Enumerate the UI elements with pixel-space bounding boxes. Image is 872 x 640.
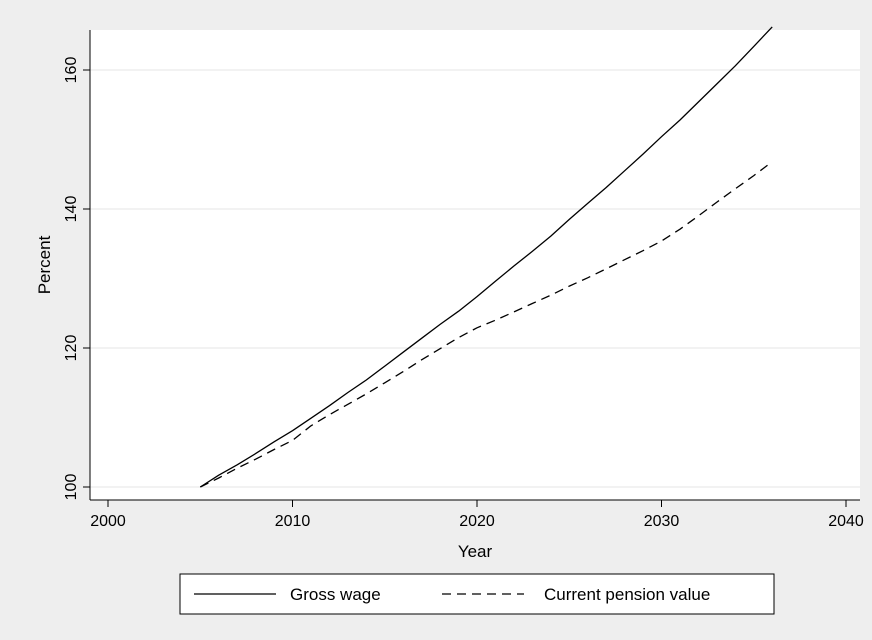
- x-tick-label-2020: 2020: [459, 513, 495, 530]
- axes: [89, 30, 860, 501]
- series-line-current-pension-value: [200, 161, 773, 488]
- plot-area: [90, 30, 860, 500]
- legend-items: Gross wage Current pension value: [194, 585, 710, 604]
- y-tick-label-120: 120: [63, 335, 80, 362]
- y-axis-title: Percent: [35, 235, 54, 294]
- legend-label-current-pension-value: Current pension value: [544, 585, 710, 604]
- x-axis-title: Year: [458, 542, 493, 561]
- x-tick-label-2000: 2000: [90, 513, 126, 530]
- series-line-gross-wage: [199, 26, 773, 488]
- x-tick-label-2010: 2010: [275, 513, 311, 530]
- legend: Gross wage Current pension value: [179, 573, 775, 615]
- x-tick-label-2040: 2040: [828, 513, 864, 530]
- legend-label-gross-wage: Gross wage: [290, 585, 381, 604]
- grid-lines: [90, 69, 860, 488]
- y-tick-label-100: 100: [63, 474, 80, 501]
- tick-marks-and-labels: 100 120 140 160 2000 2010 2020 2030 2040: [63, 57, 864, 530]
- y-tick-label-140: 140: [63, 196, 80, 223]
- series-lines: [199, 26, 773, 488]
- y-tick-label-160: 160: [63, 57, 80, 84]
- x-tick-label-2030: 2030: [644, 513, 680, 530]
